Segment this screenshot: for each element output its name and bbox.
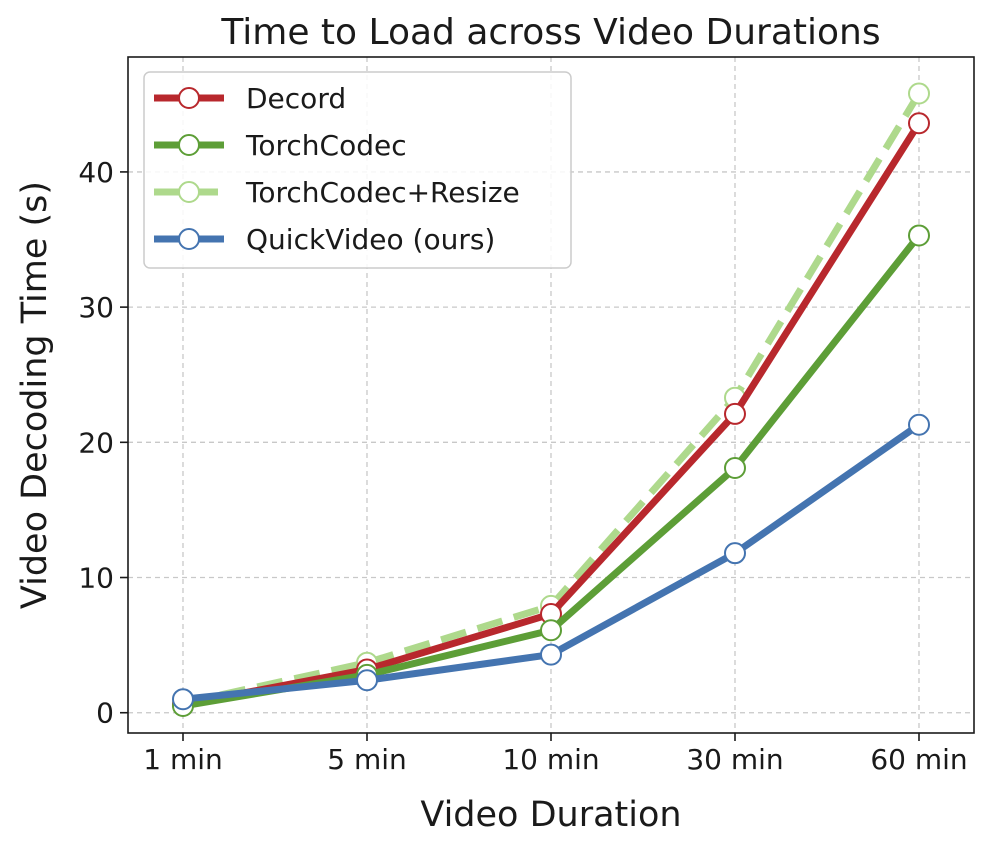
chart-title: Time to Load across Video Durations [220,12,880,53]
y-axis-ticks: 0 10 20 30 40 [78,156,128,730]
y-tick-label: 20 [78,426,114,459]
legend-label: TorchCodec [245,129,407,162]
legend-marker [178,181,200,203]
y-tick-label: 30 [78,291,114,324]
series-lines [172,82,930,717]
data-point [172,688,194,711]
legend-marker [178,228,200,250]
x-tick-label: 60 min [870,743,967,776]
data-point [908,82,930,105]
legend-item: Decord [154,82,346,115]
data-point [540,643,562,666]
x-tick-label: 10 min [502,743,599,776]
data-point [724,542,746,565]
legend: Decord TorchCodec TorchCodec+Resize QuickVi… [143,71,572,269]
data-point [724,402,746,425]
legend-box [143,71,572,269]
legend-label: Decord [246,82,346,115]
legend-item: TorchCodec+Resize [154,176,520,209]
data-point [908,413,930,436]
data-point [908,112,930,135]
x-tick-label: 1 min [143,743,223,776]
data-point [356,669,378,692]
data-point [724,457,746,480]
x-axis-label: Video Duration [420,795,681,835]
legend-label: TorchCodec+Resize [245,176,520,209]
data-point [540,619,562,642]
legend-marker [178,87,200,109]
y-axis-label: Video Decoding Time (s) [15,181,55,609]
legend-marker [178,134,200,156]
x-tick-label: 5 min [327,743,407,776]
legend-item: QuickVideo (ours) [154,223,495,256]
x-tick-label: 30 min [686,743,783,776]
y-tick-label: 0 [96,697,114,730]
data-point [908,224,930,247]
legend-label: QuickVideo (ours) [246,223,495,256]
x-axis-ticks: 1 min 5 min 10 min 30 min 60 min [143,733,968,776]
y-tick-label: 40 [78,156,114,189]
legend-item: TorchCodec [154,129,407,162]
series-quickvideo-ours [172,413,930,711]
y-tick-label: 10 [78,562,114,595]
